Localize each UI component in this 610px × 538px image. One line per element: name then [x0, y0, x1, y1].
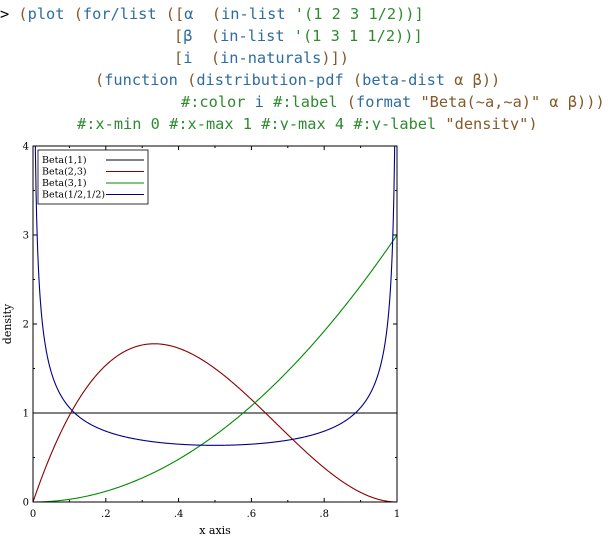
y-tick-label: 1	[23, 409, 29, 420]
plot-curves	[33, 146, 397, 502]
axis-ticks: 0 .2 .4 .6 .8 1 0 1 2 3 4	[23, 142, 401, 521]
code-token: (	[95, 71, 105, 89]
code-token: (	[337, 93, 356, 111]
code-token: ([	[156, 5, 185, 23]
code-token: #:label	[273, 93, 338, 111]
code-token: (	[343, 71, 363, 89]
code-token: in-list	[220, 27, 285, 45]
y-tick-label: 4	[23, 142, 29, 153]
x-axis-label: x axis	[199, 524, 231, 537]
code-token: "Beta(~a,~a)"	[411, 93, 541, 111]
y-axis-label: density	[1, 303, 14, 344]
series-line-beta-1-2-1-2	[34, 146, 396, 446]
code-function-line: (function (distribution-pdf (beta-dist α…	[95, 69, 500, 92]
code-token: (	[192, 49, 221, 67]
code-token: 0	[141, 115, 170, 133]
code-token: in-list	[221, 5, 286, 23]
code-token: function	[104, 71, 178, 89]
code-token: for/list	[82, 5, 157, 23]
beta-distribution-chart: 0 .2 .4 .6 .8 1 0 1 2 3 4 x axis density Beta(1,1)…	[0, 130, 610, 538]
code-token: 4	[325, 115, 354, 133]
x-tick-label: .4	[174, 509, 184, 520]
x-tick-label: .8	[319, 509, 329, 520]
x-tick-label: 0	[30, 509, 36, 520]
code-token: #:y-label	[353, 115, 437, 133]
y-tick-label: 0	[23, 498, 29, 509]
code-token: )	[528, 115, 538, 133]
code-axis-options-line: #:x-min 0 #:x-max 1 #:y-max 4 #:y-label …	[77, 113, 538, 136]
code-token: #:x-min	[77, 115, 142, 133]
legend-entry-label: Beta(1,1)	[42, 155, 87, 166]
code-alpha-binding-line: [β (in-list '(1 3 1 1/2))]	[174, 25, 423, 48]
code-beta-binding-line: [i (in-naturals)])	[174, 47, 349, 70]
code-token: (	[18, 5, 28, 23]
y-tick-label: 3	[23, 231, 29, 242]
code-token: (	[192, 27, 221, 45]
code-token: '(1 2 3 1/2))]	[285, 5, 424, 23]
x-tick-label: 1	[394, 509, 400, 520]
series-line-beta-3-1	[33, 234, 397, 502]
legend-entry-label: Beta(1/2,1/2)	[42, 190, 105, 201]
code-token: α	[184, 5, 194, 23]
code-token: 1	[233, 115, 262, 133]
code-token: [	[174, 27, 184, 45]
code-token: #:y-max	[261, 115, 326, 133]
x-tick-label: .6	[247, 509, 257, 520]
x-tick-label: .2	[101, 509, 111, 520]
legend-entry-label: Beta(3,1)	[42, 178, 87, 189]
code-token: i	[183, 49, 193, 67]
code-token: #:color	[181, 93, 246, 111]
curve-group	[33, 146, 397, 502]
code-token: [	[174, 49, 184, 67]
code-token: α β))	[445, 71, 501, 89]
code-token: "density"	[436, 115, 529, 133]
plot-legend: Beta(1,1)Beta(2,3)Beta(3,1)Beta(1/2,1/2)	[37, 149, 149, 205]
code-token: format	[356, 93, 412, 111]
code-color-label-line: #:color i #:label (format "Beta(~a,~a)" …	[181, 91, 605, 114]
code-token: α β)))	[540, 93, 605, 111]
code-token: (	[177, 71, 197, 89]
legend-entry-label: Beta(2,3)	[42, 167, 87, 178]
code-token: '(1 3 1 1/2))]	[284, 27, 423, 45]
code-token: i	[245, 93, 274, 111]
code-token: plot	[27, 5, 65, 23]
code-token: #:x-max	[169, 115, 234, 133]
code-token: )])	[321, 49, 350, 67]
y-tick-label: 2	[23, 320, 29, 331]
code-token: >	[0, 5, 19, 23]
series-line-beta-2-3	[33, 343, 397, 502]
code-token: in-naturals	[220, 49, 322, 67]
code-token: β	[183, 27, 193, 45]
code-token: (	[193, 5, 222, 23]
repl-code-area[interactable]: > (plot (for/list ([α (in-list '(1 2 3 1…	[0, 0, 610, 133]
code-plot-call-line: > (plot (for/list ([α (in-list '(1 2 3 1…	[0, 3, 424, 26]
code-token: distribution-pdf	[196, 71, 344, 89]
code-token: beta-dist	[362, 71, 445, 89]
code-token: (	[64, 5, 83, 23]
